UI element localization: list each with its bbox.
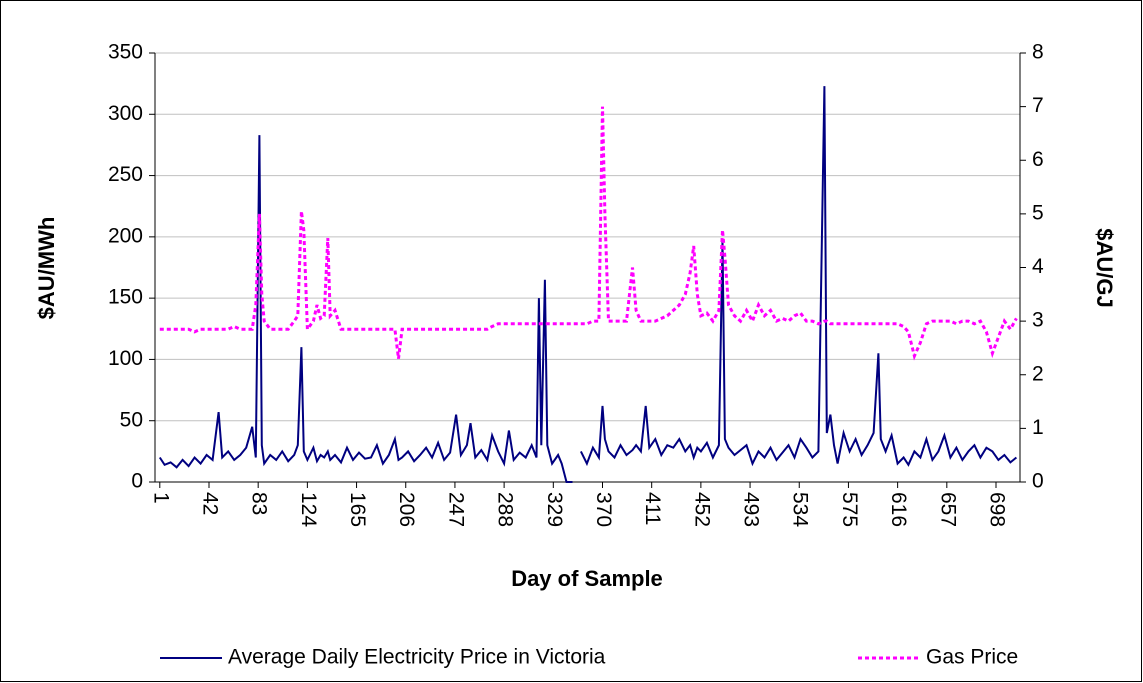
x-tick-label: 370 — [592, 492, 615, 527]
x-tick-label: 493 — [740, 492, 763, 527]
y2-tick-label: 4 — [1032, 255, 1044, 278]
series-line — [158, 86, 1018, 483]
legend-label: Gas Price — [926, 646, 1018, 669]
x-tick-label: 1 — [149, 492, 172, 504]
x-tick-label: 575 — [838, 492, 861, 527]
x-tick-label: 534 — [789, 492, 812, 527]
x-tick-label: 165 — [346, 492, 369, 527]
x-tick-label: 42 — [198, 492, 221, 515]
y2-tick-label: 8 — [1032, 41, 1044, 64]
x-tick-label: 452 — [690, 492, 713, 527]
y2-tick-label: 7 — [1032, 94, 1044, 117]
x-tick-label: 411 — [641, 492, 664, 525]
x-tick-label: 206 — [395, 492, 418, 527]
y2-tick-label: 1 — [1032, 416, 1044, 439]
x-tick-label: 329 — [543, 492, 566, 527]
y2-tick-label: 6 — [1032, 148, 1044, 171]
x-tick-label: 616 — [887, 492, 910, 527]
x-tick-label: 657 — [936, 492, 959, 527]
y-axis-title: $AU/MWh — [34, 217, 59, 320]
y-tick-label: 50 — [120, 408, 143, 431]
y2-tick-label: 5 — [1032, 201, 1044, 224]
y-tick-label: 0 — [131, 470, 143, 493]
legend-label: Average Daily Electricity Price in Victo… — [228, 646, 606, 669]
y-tick-label: 250 — [108, 163, 143, 186]
y2-tick-label: 0 — [1032, 470, 1044, 493]
y2-axis-title: $AU/GJ — [1092, 228, 1117, 307]
y2-tick-label: 2 — [1032, 362, 1044, 385]
y-tick-label: 300 — [108, 102, 143, 125]
x-axis-title: Day of Sample — [511, 566, 663, 591]
x-tick-label: 288 — [494, 492, 517, 527]
x-tick-label: 83 — [248, 492, 271, 515]
y-tick-label: 100 — [108, 347, 143, 370]
y2-tick-label: 3 — [1032, 309, 1044, 332]
x-tick-label: 698 — [985, 492, 1008, 527]
y-tick-label: 350 — [108, 41, 143, 64]
y-tick-label: 200 — [108, 224, 143, 247]
y-tick-label: 150 — [108, 286, 143, 309]
x-tick-label: 247 — [444, 492, 467, 527]
x-tick-label: 124 — [297, 492, 320, 527]
series-line — [159, 106, 1018, 361]
